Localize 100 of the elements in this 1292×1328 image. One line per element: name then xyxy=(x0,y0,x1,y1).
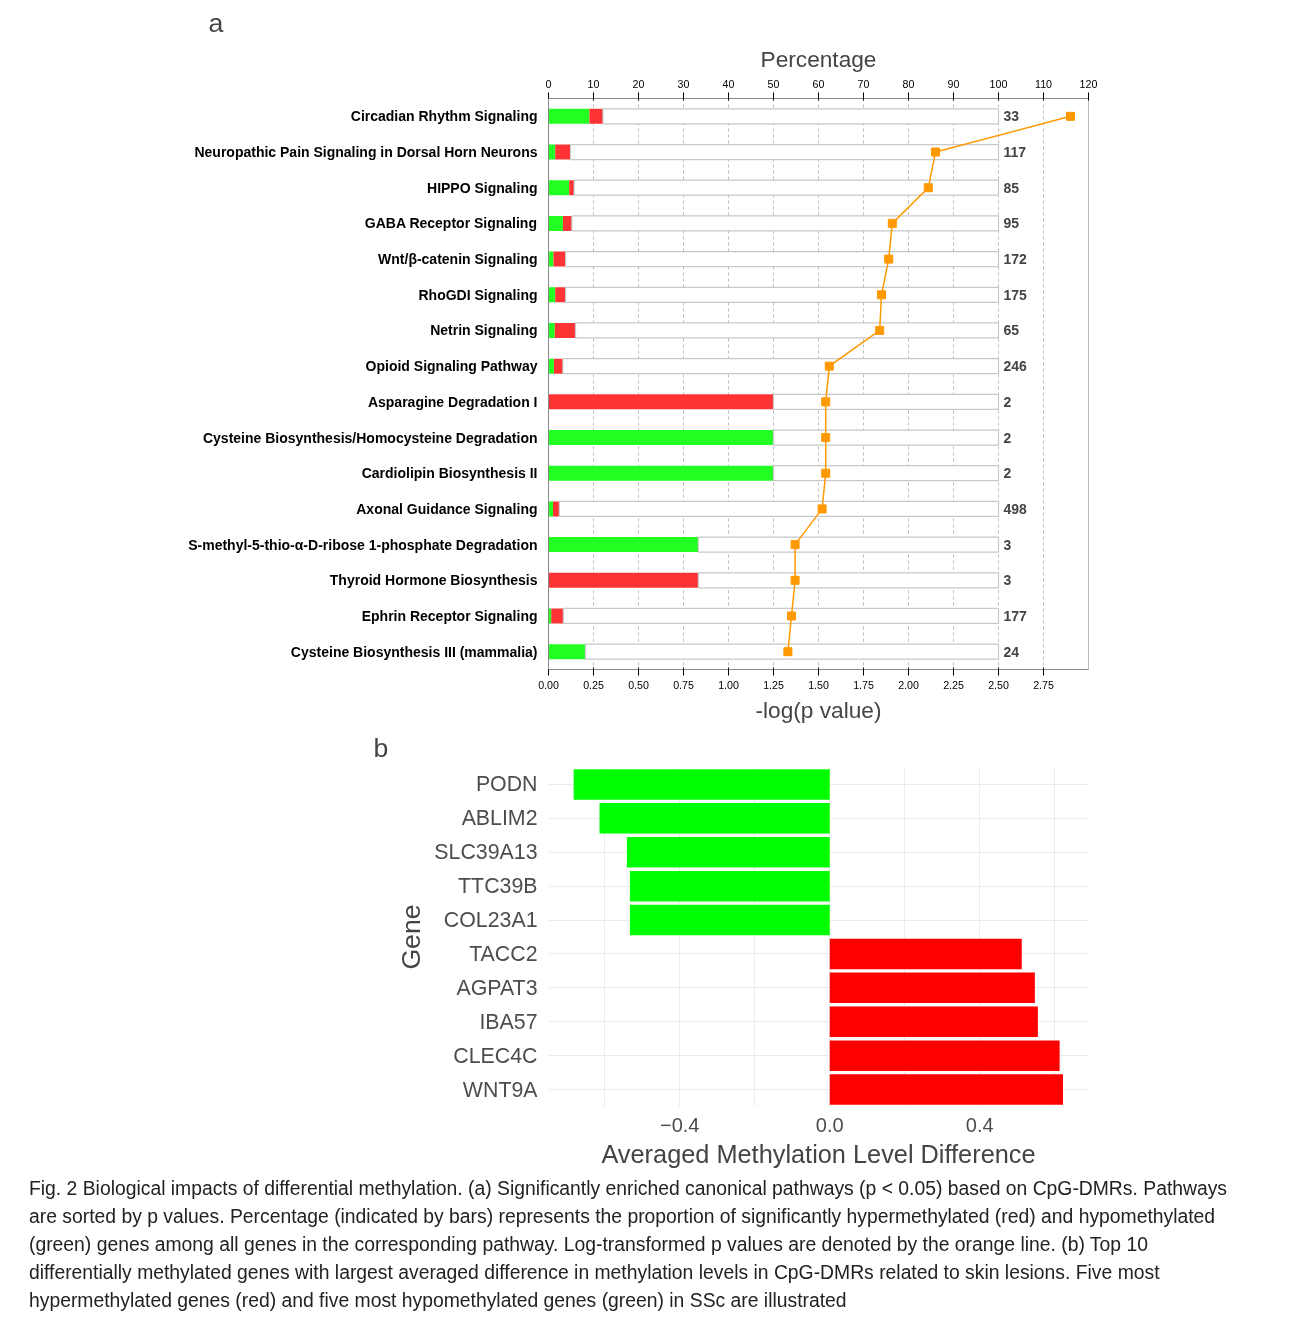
x2-tick-label: 2.75 xyxy=(1033,678,1054,691)
bar xyxy=(829,972,1035,1004)
annotation: 85 xyxy=(1003,179,1020,196)
bar xyxy=(553,251,566,267)
annotation: 117 xyxy=(1003,144,1027,161)
bar xyxy=(562,358,1000,375)
x-axis-title: Percentage xyxy=(760,45,877,72)
x2-tick-label: 0.25 xyxy=(583,678,604,691)
x-tick-label: 20 xyxy=(632,77,645,90)
bar xyxy=(555,144,571,160)
bar xyxy=(548,501,553,517)
y-tick-label: Opioid Signaling Pathway xyxy=(365,358,538,375)
x2-tick-label: 0.00 xyxy=(538,678,559,691)
y-tick-label: TACC2 xyxy=(469,941,538,966)
y-tick-label: SLC39A13 xyxy=(434,840,538,865)
x2-axis-title: -log(p value) xyxy=(755,696,882,723)
annotation: 2 xyxy=(1003,393,1012,410)
chart-title: b xyxy=(373,732,389,763)
annotation: 246 xyxy=(1003,358,1028,375)
x2-tick-label: 1.00 xyxy=(718,678,739,691)
bar xyxy=(548,644,586,660)
bar xyxy=(548,394,774,410)
x-tick-label: 120 xyxy=(1079,77,1098,90)
annotation: 175 xyxy=(1003,286,1028,303)
annotation: 95 xyxy=(1003,215,1020,232)
bar xyxy=(548,180,570,196)
point xyxy=(931,147,940,157)
bar xyxy=(569,143,1000,161)
x-tick-label: −0.4 xyxy=(660,1113,700,1136)
y-tick-label: Ephrin Receptor Signaling xyxy=(361,607,538,624)
point xyxy=(1066,111,1075,121)
bar xyxy=(548,215,563,231)
y-tick-label: Neuropathic Pain Signaling in Dorsal Horn Neurons xyxy=(194,144,538,161)
bar xyxy=(554,322,576,338)
x2-tick-label: 2.25 xyxy=(943,678,964,691)
y-tick-label: PODN xyxy=(475,772,538,797)
y-tick-label: Netrin Signaling xyxy=(430,322,538,339)
y-tick-label: CLEC4C xyxy=(453,1043,538,1068)
y-tick-label: AGPAT3 xyxy=(456,975,538,1000)
x2-tick-label: 0.50 xyxy=(628,678,649,691)
bar xyxy=(548,465,774,481)
x2-tick-label: 1.75 xyxy=(853,678,874,691)
bar xyxy=(553,501,560,517)
text: a xyxy=(208,7,224,38)
y-tick-label: IBA57 xyxy=(479,1009,538,1034)
y-tick-label: GABA Receptor Signaling xyxy=(364,215,537,232)
bar xyxy=(629,904,830,936)
y-tick-label: Cardiolipin Biosynthesis II xyxy=(361,465,538,482)
point xyxy=(875,325,885,335)
x-tick-label: 0 xyxy=(545,77,552,90)
bar xyxy=(562,607,1000,625)
point xyxy=(877,290,886,300)
y-tick-label: Thyroid Hormone Biosynthesis xyxy=(329,572,538,589)
annotation: 3 xyxy=(1003,536,1012,553)
y-tick-label: COL23A1 xyxy=(443,908,538,933)
annotation: 33 xyxy=(1003,108,1020,125)
annotation: 2 xyxy=(1003,429,1012,446)
y-tick-label: TTC39B xyxy=(458,874,538,899)
point xyxy=(790,575,800,585)
bar xyxy=(589,108,603,124)
annotation: 3 xyxy=(1003,572,1012,589)
annotation: 2 xyxy=(1003,465,1012,482)
bar xyxy=(772,465,1000,482)
point xyxy=(923,183,933,193)
bar xyxy=(569,180,575,196)
bar xyxy=(548,430,774,446)
y-tick-label: Circadian Rhythm Signaling xyxy=(350,108,538,125)
x-tick-label: 0.0 xyxy=(815,1113,844,1136)
y-tick-label: HIPPO Signaling xyxy=(427,179,538,196)
x2-tick-label: 2.00 xyxy=(898,678,919,691)
y-tick-label: Cysteine Biosynthesis/Homocysteine Degradation xyxy=(202,429,538,446)
point xyxy=(817,504,827,514)
bar xyxy=(571,215,1000,232)
bar xyxy=(602,108,1000,125)
x-tick-label: 110 xyxy=(1035,77,1053,90)
x-tick-label: 40 xyxy=(722,77,735,90)
y-axis-title: Gene xyxy=(396,904,427,970)
annotation: 177 xyxy=(1003,607,1028,624)
annotation: 498 xyxy=(1003,500,1028,517)
y-tick-label: Wnt/β-catenin Signaling xyxy=(378,251,538,268)
bar xyxy=(829,1040,1060,1071)
bar xyxy=(829,1006,1038,1038)
bar xyxy=(565,251,1000,268)
annotation: 24 xyxy=(1003,643,1020,660)
x-tick-label: 90 xyxy=(947,77,960,90)
point xyxy=(884,254,894,264)
annotation: 65 xyxy=(1003,322,1020,339)
x-tick-label: 10 xyxy=(587,77,600,90)
x-tick-label: 30 xyxy=(677,77,690,90)
point xyxy=(783,647,793,657)
x-tick-label: 60 xyxy=(812,77,825,90)
bar xyxy=(574,322,1000,339)
x-tick-label: 50 xyxy=(767,77,780,90)
y-tick-label: RhoGDI Signaling xyxy=(418,286,538,303)
bar xyxy=(584,643,1000,660)
bar xyxy=(573,769,830,800)
bar xyxy=(599,803,830,834)
x2-tick-label: 2.50 xyxy=(988,678,1009,691)
y-tick-label: Axonal Guidance Signaling xyxy=(356,500,538,517)
bar xyxy=(558,500,1000,517)
